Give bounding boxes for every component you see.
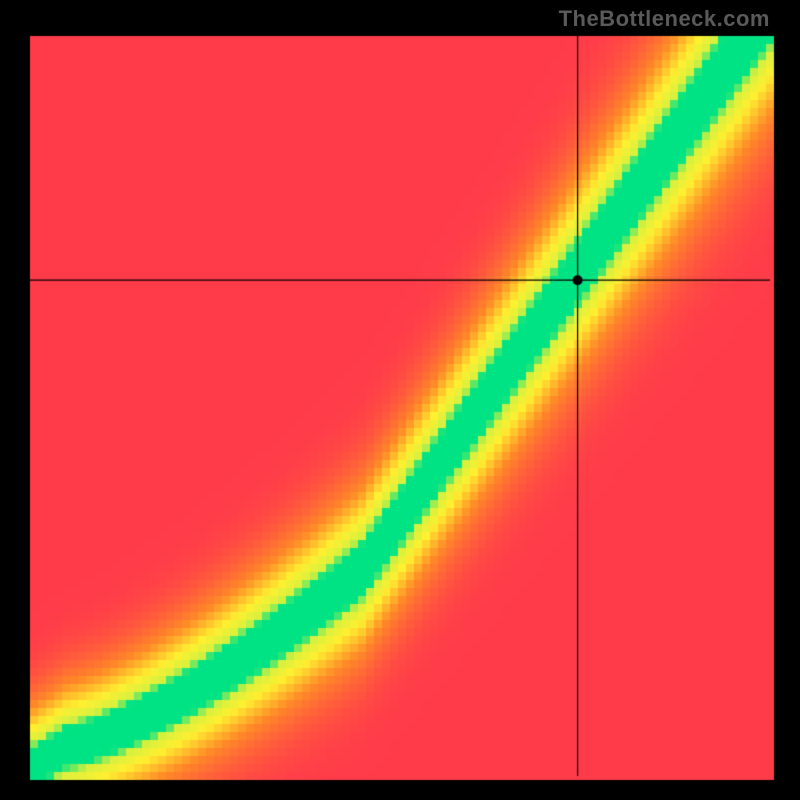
chart-container: TheBottleneck.com — [0, 0, 800, 800]
watermark-text: TheBottleneck.com — [559, 6, 770, 32]
bottleneck-heatmap — [0, 0, 800, 800]
